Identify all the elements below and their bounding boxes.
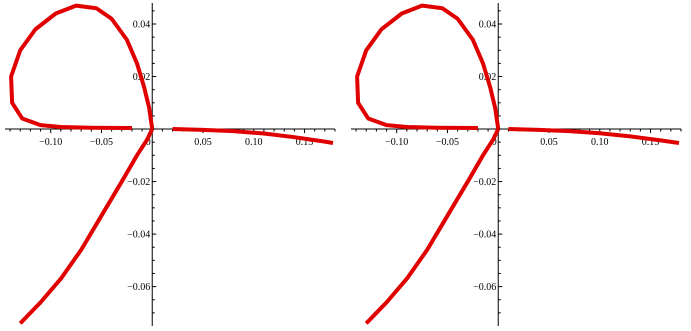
x-tick-label: −0.10 [385, 137, 408, 148]
plot-right: −0.10 −0.05 0 0.05 0.10 0.15 0.04 0.02 −0.02 −0.0… [346, 0, 691, 331]
y-tick-label: 0.04 [133, 20, 151, 31]
curve-segment [18, 128, 155, 325]
plot-right-canvas: −0.10 −0.05 0 0.05 0.10 0.150.040.02−0.02−0.0… [351, 3, 682, 326]
x-tick-label: 0 [492, 137, 497, 148]
plot-left: −0.10 −0.05 0 0.05 0.10 0.15 0.04 0.02 −0.02 −0.0… [0, 0, 345, 331]
x-tick-label: 0.05 [194, 137, 212, 148]
y-tick-label: −0.06 [473, 282, 496, 293]
x-tick-label: −0.10 [39, 137, 62, 148]
x-tick-label: −0.05 [90, 137, 113, 148]
y-tick-label: −0.04 [473, 230, 496, 241]
curve-segment [508, 127, 680, 145]
y-tick-label: −0.04 [127, 230, 150, 241]
x-tick-label: −0.05 [436, 137, 459, 148]
y-tick-label: −0.02 [473, 177, 496, 188]
x-tick-label: 0.10 [591, 137, 609, 148]
curve-segment [172, 127, 334, 145]
x-tick-label: 0.05 [540, 137, 558, 148]
x-tick-label: 0.15 [642, 137, 660, 148]
x-tick-label: 0.15 [296, 137, 314, 148]
curve-segment [9, 3, 155, 130]
plot-left-canvas: −0.10 −0.05 0 0.05 0.10 0.150.040.02−0.02−0.0… [5, 3, 336, 326]
y-tick-label: −0.06 [127, 282, 150, 293]
y-tick-label: 0.04 [479, 20, 497, 31]
x-tick-label: 0 [146, 137, 151, 148]
curve-segment [364, 128, 501, 325]
y-tick-label: −0.02 [127, 177, 150, 188]
curve-segment [355, 3, 501, 130]
x-tick-label: 0.10 [245, 137, 263, 148]
